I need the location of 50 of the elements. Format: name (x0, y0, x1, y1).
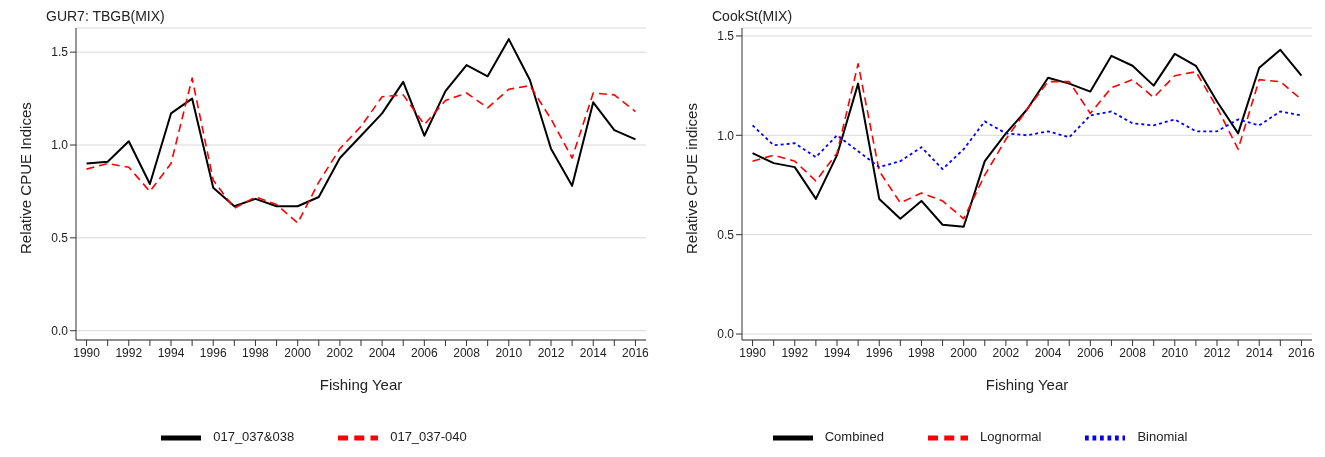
x-tick-label: 2002 (326, 345, 354, 360)
x-axis-title: Fishing Year (319, 376, 403, 393)
y-tick-label: 1.5 (717, 29, 735, 44)
line-series (751, 110, 1303, 170)
x-tick-label: 2010 (1161, 345, 1189, 360)
y-axis-title: Relative CPUE Indices (17, 102, 35, 254)
x-tick-label: 1992 (781, 345, 809, 360)
x-tick-label: 1994 (823, 345, 851, 360)
x-tick-label: 2008 (453, 345, 481, 360)
x-tick-label: 1992 (115, 345, 143, 360)
y-tick-label: 0.5 (717, 227, 735, 242)
x-tick-label: 2012 (537, 345, 565, 360)
x-tick-label: 2008 (1119, 345, 1147, 360)
legend-label: Lognormal (979, 429, 1042, 445)
x-tick-label: 1990 (73, 345, 101, 360)
x-tick-label: 1994 (157, 345, 185, 360)
line-series (85, 77, 637, 224)
x-tick-label: 2006 (410, 345, 438, 360)
y-tick-label: 0.0 (51, 323, 69, 338)
legend-label: Binomial (1137, 429, 1188, 445)
x-tick-label: 2004 (368, 345, 396, 360)
x-tick-label: 2014 (579, 345, 607, 360)
x-tick-label: 1990 (739, 345, 767, 360)
x-tick-label: 2012 (1203, 345, 1231, 360)
x-tick-label: 2006 (1076, 345, 1104, 360)
line-series (85, 38, 637, 208)
y-tick-label: 1.0 (717, 128, 735, 143)
legend-label: 017_037-040 (390, 429, 467, 445)
x-tick-label: 1998 (908, 345, 936, 360)
x-tick-label: 2000 (950, 345, 978, 360)
x-tick-label: 2014 (1245, 345, 1273, 360)
y-tick-label: 1.0 (51, 138, 69, 153)
legend-label: Combined (824, 429, 884, 445)
y-tick-label: 0.5 (51, 231, 69, 246)
x-tick-label: 2004 (1034, 345, 1062, 360)
x-tick-label: 2010 (495, 345, 523, 360)
y-tick-label: 0.0 (717, 327, 735, 342)
x-tick-label: 1998 (242, 345, 270, 360)
x-tick-label: 2016 (1288, 345, 1316, 360)
x-axis-title: Fishing Year (985, 376, 1069, 393)
chart-title: GUR7: TBGB(MIX) (45, 8, 166, 26)
chart-title: CookSt(MIX) (711, 8, 794, 26)
x-tick-label: 1996 (865, 345, 893, 360)
x-tick-label: 2016 (622, 345, 650, 360)
y-axis-title: Relative CPUE indices (683, 103, 701, 254)
y-tick-label: 1.5 (51, 45, 69, 60)
x-tick-label: 2000 (284, 345, 312, 360)
x-tick-label: 2002 (992, 345, 1020, 360)
legend-label: 017_037&038 (213, 429, 295, 445)
x-tick-label: 1996 (199, 345, 227, 360)
